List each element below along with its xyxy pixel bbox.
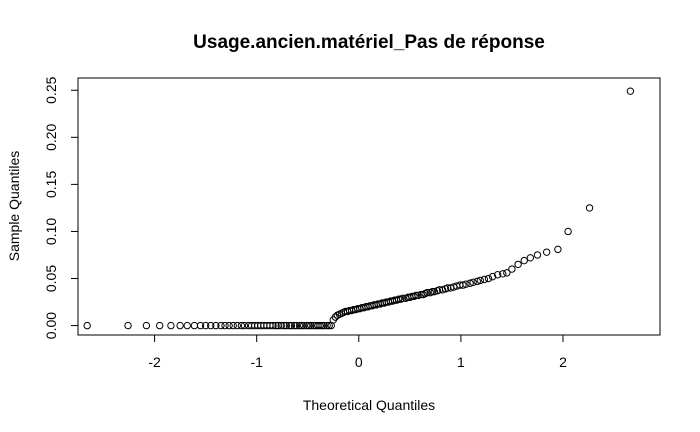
data-point — [299, 321, 308, 330]
data-point — [585, 204, 594, 212]
data-point — [190, 321, 199, 330]
data-point — [167, 321, 175, 330]
data-point — [142, 321, 151, 330]
x-tick-label: 1 — [457, 354, 465, 370]
data-point — [526, 254, 535, 262]
data-point — [217, 321, 225, 330]
data-point — [221, 321, 229, 330]
data-point — [493, 271, 502, 279]
x-axis-label: Theoretical Quantiles — [303, 397, 435, 413]
data-point — [488, 272, 497, 281]
data-point — [282, 321, 290, 330]
chart-title: Usage.ancien.matériel_Pas de réponse — [193, 32, 545, 53]
data-point — [229, 321, 237, 330]
data-point — [554, 245, 562, 254]
data-point — [466, 279, 474, 287]
y-tick-label: 0.00 — [43, 312, 59, 339]
data-point — [290, 321, 299, 330]
y-tick-label: 0.20 — [43, 123, 59, 150]
data-point — [503, 269, 511, 277]
data-point — [155, 321, 164, 330]
y-axis-label: Sample Quantiles — [6, 151, 22, 262]
data-point — [626, 87, 635, 95]
data-point — [325, 321, 333, 330]
data-point — [237, 321, 246, 330]
data-point — [307, 321, 315, 330]
data-point — [480, 275, 489, 284]
y-tick-label: 0.10 — [43, 218, 59, 245]
data-point — [297, 321, 306, 330]
data-point — [469, 278, 477, 286]
data-point — [196, 321, 205, 330]
data-point — [462, 280, 470, 288]
data-point — [323, 321, 331, 330]
data-point — [423, 288, 431, 297]
data-point — [83, 321, 91, 330]
data-point — [207, 321, 215, 330]
data-point — [201, 321, 210, 330]
data-point — [414, 291, 422, 300]
x-tick-label: 2 — [559, 354, 567, 370]
data-point — [316, 321, 324, 330]
data-point — [269, 321, 277, 330]
x-axis: -2 -1 0 1 2 — [148, 334, 567, 370]
data-point — [303, 321, 311, 330]
data-point — [520, 256, 528, 265]
data-point — [438, 286, 447, 294]
data-point — [508, 265, 516, 273]
y-axis: 0.00 0.05 0.10 0.15 0.20 0.25 — [43, 76, 79, 339]
data-point — [183, 321, 191, 330]
data-point — [484, 274, 493, 283]
plot-frame — [77, 77, 661, 336]
data-point — [473, 277, 481, 286]
x-tick-label: -1 — [250, 354, 263, 370]
x-tick-label: -2 — [148, 354, 161, 370]
data-point — [412, 291, 420, 300]
x-tick-label: 0 — [355, 354, 363, 370]
y-tick-label: 0.15 — [43, 171, 59, 198]
data-point — [272, 321, 280, 330]
data-point — [240, 321, 249, 330]
data-point — [225, 321, 233, 330]
data-point — [398, 294, 407, 302]
data-point — [542, 248, 551, 256]
data-point — [533, 251, 542, 259]
data-point — [295, 321, 304, 330]
data-point — [233, 321, 241, 330]
data-point — [292, 321, 301, 330]
data-point — [564, 227, 572, 236]
y-tick-label: 0.25 — [43, 76, 59, 103]
data-point — [280, 321, 288, 330]
data-point — [124, 321, 132, 330]
data-points — [83, 87, 635, 330]
data-point — [394, 295, 403, 303]
data-point — [514, 260, 522, 269]
data-point — [212, 321, 220, 330]
data-point — [499, 270, 507, 278]
data-point — [430, 287, 439, 296]
data-point — [428, 287, 437, 296]
data-point — [305, 321, 313, 330]
data-point — [285, 321, 294, 330]
data-point — [476, 276, 484, 285]
data-point — [287, 321, 296, 330]
data-point — [176, 321, 184, 330]
data-point — [320, 321, 328, 330]
data-point — [459, 281, 467, 289]
y-tick-label: 0.05 — [43, 265, 59, 292]
data-point — [277, 321, 285, 330]
data-point — [318, 321, 326, 330]
